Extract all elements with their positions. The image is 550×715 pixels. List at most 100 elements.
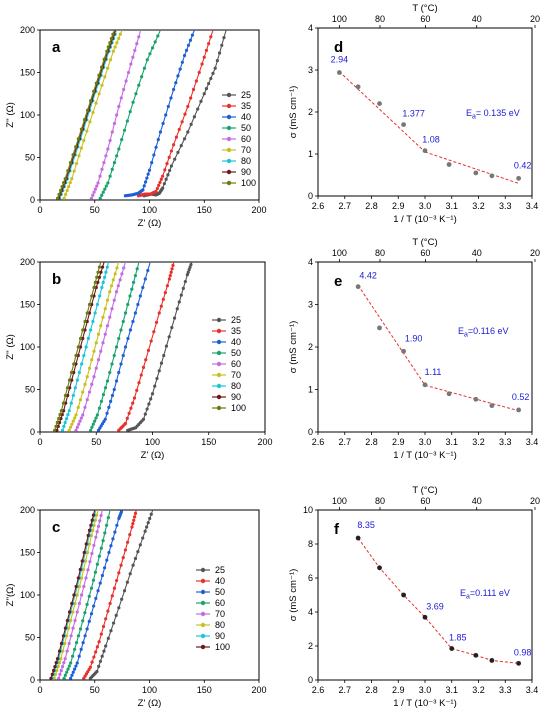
series-marker-80 — [63, 641, 67, 646]
series-marker-70 — [103, 75, 107, 79]
series-marker-25 — [168, 168, 172, 173]
series-marker-100 — [97, 265, 101, 269]
data-point — [337, 70, 342, 75]
series-marker-100 — [63, 393, 68, 398]
ea-value: =0.111 eV — [470, 588, 510, 598]
series-marker-90 — [74, 362, 78, 366]
series-marker-80 — [66, 413, 70, 417]
x-tick-label: 2.8 — [365, 685, 378, 695]
series-marker-25 — [148, 516, 152, 521]
x-tick-label: 3.0 — [419, 685, 432, 695]
series-marker-70 — [62, 196, 66, 200]
series-marker-25 — [215, 59, 219, 63]
series-marker-60 — [100, 167, 104, 171]
series-marker-35 — [169, 270, 173, 274]
series-marker-60 — [81, 413, 85, 417]
series-marker-25 — [111, 621, 116, 625]
series-line-100 — [57, 30, 115, 199]
point-value-label: 1.85 — [449, 633, 467, 643]
series-marker-50 — [113, 530, 117, 534]
series-marker-70 — [111, 278, 115, 282]
series-marker-25 — [136, 550, 140, 554]
series-marker-35 — [171, 263, 175, 267]
fit-line — [424, 384, 519, 412]
series-marker-40 — [109, 399, 113, 403]
series-marker-40 — [103, 417, 107, 421]
series-marker-90 — [72, 370, 76, 375]
series-marker-80 — [95, 302, 99, 307]
ea-subscript: a — [466, 594, 470, 601]
legend-entry-90: 90 — [196, 631, 225, 641]
series-marker-60 — [104, 154, 108, 158]
x-tick-label: 3.0 — [419, 201, 432, 211]
point-value-label: 1.377 — [402, 109, 425, 119]
y-tick-label: 0 — [308, 191, 313, 201]
series-marker-80 — [67, 409, 71, 413]
activation-energy-label: Ea= 0.135 eV — [466, 108, 520, 121]
x-tick-label: 2.8 — [365, 437, 378, 447]
series-marker-35 — [170, 267, 174, 271]
y-tick-label: 0 — [30, 675, 35, 685]
series-marker-100 — [90, 294, 94, 298]
series-marker-50 — [112, 161, 117, 165]
series-marker-100 — [102, 57, 106, 61]
x-axis-label: 1 / T (10⁻³ K⁻¹) — [393, 450, 457, 461]
legend-marker — [200, 578, 206, 584]
series-marker-50 — [94, 416, 98, 420]
series-marker-60 — [97, 554, 101, 558]
series-marker-35 — [152, 330, 156, 334]
series-marker-60 — [85, 602, 89, 607]
y-tick-label: 4 — [308, 607, 313, 617]
series-marker-60 — [78, 419, 82, 423]
series-marker-60 — [96, 181, 100, 185]
series-marker-90 — [55, 428, 59, 432]
series-marker-35 — [174, 135, 179, 139]
y-axis-label: Z''(Ω) — [5, 584, 16, 607]
x-tick-label: 50 — [91, 437, 101, 447]
series-marker-70 — [69, 634, 73, 638]
series-marker-60 — [98, 174, 102, 178]
series-marker-80 — [101, 280, 105, 284]
series-marker-25 — [196, 107, 200, 111]
legend-label: 70 — [241, 145, 251, 155]
series-marker-60 — [135, 42, 139, 46]
series-marker-70 — [65, 188, 69, 193]
series-marker-80 — [63, 420, 67, 425]
series-marker-25 — [109, 629, 113, 633]
series-marker-50 — [71, 670, 75, 674]
series-marker-40 — [126, 540, 130, 544]
series-marker-25 — [169, 164, 173, 168]
series-marker-25 — [141, 417, 146, 421]
series-marker-50 — [126, 302, 130, 307]
x-tick-label: 3.3 — [499, 437, 512, 447]
series-marker-70 — [99, 513, 103, 518]
series-marker-90 — [85, 319, 89, 324]
series-marker-25 — [97, 664, 101, 669]
series-marker-100 — [85, 311, 89, 315]
series-marker-80 — [75, 378, 79, 382]
series-marker-50 — [95, 413, 99, 417]
series-marker-25 — [187, 268, 191, 272]
series-marker-70 — [74, 413, 78, 417]
series-marker-60 — [101, 539, 105, 543]
series-marker-25 — [147, 402, 151, 406]
series-marker-25 — [175, 307, 179, 311]
panel-label: e — [334, 273, 342, 290]
series-marker-25 — [202, 92, 206, 96]
series-marker-60 — [83, 611, 87, 615]
series-marker-60 — [76, 634, 81, 638]
series-marker-25 — [185, 273, 189, 277]
series-marker-100 — [99, 65, 104, 69]
series-marker-70 — [94, 535, 98, 539]
legend-marker — [226, 158, 232, 164]
series-marker-50 — [105, 379, 110, 383]
series-marker-40 — [190, 33, 195, 37]
series-marker-70 — [63, 657, 67, 661]
legend-entry-50: 50 — [196, 587, 225, 597]
series-marker-100 — [108, 41, 112, 45]
chart-panel-d: 2.6 2.7 2.8 2.9 3.0 3.1 3.2 3.3 3.4 0 1 2 3 4 1 / T (1… — [288, 3, 540, 225]
series-marker-50 — [123, 311, 128, 315]
series-marker-60 — [108, 138, 112, 143]
series-marker-70 — [86, 568, 90, 572]
series-marker-35 — [141, 365, 146, 369]
